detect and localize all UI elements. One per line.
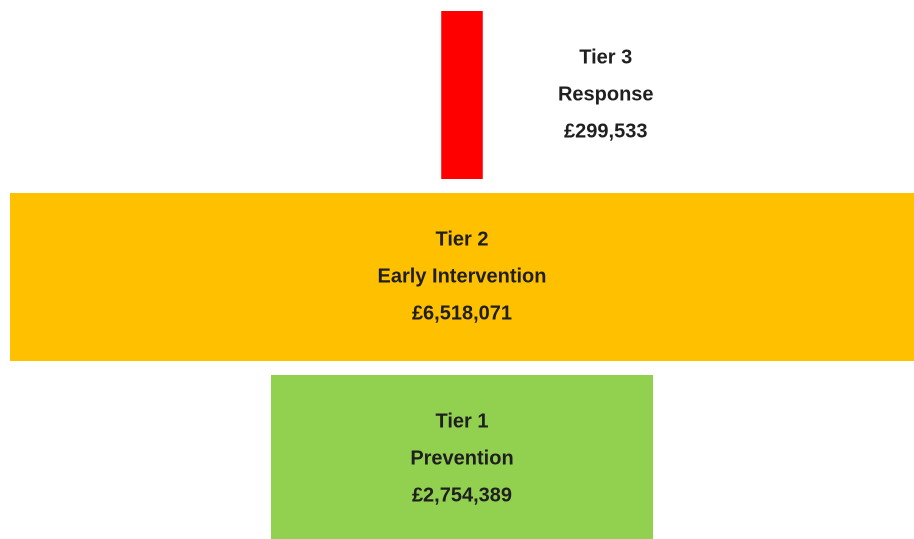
tier-label: Tier 2 (436, 228, 489, 250)
value-label: £299,533 (564, 120, 647, 142)
value-label: £2,754,389 (412, 484, 512, 506)
tier-description: Response (558, 83, 654, 105)
value-label: £6,518,071 (412, 302, 512, 324)
bar (10, 193, 914, 361)
tier-description: Prevention (410, 447, 513, 469)
bar (270, 375, 654, 539)
tier-label: Tier 1 (436, 410, 489, 432)
tier-label: Tier 3 (579, 46, 632, 68)
bar (441, 11, 483, 179)
tier-description: Early Intervention (378, 265, 547, 287)
